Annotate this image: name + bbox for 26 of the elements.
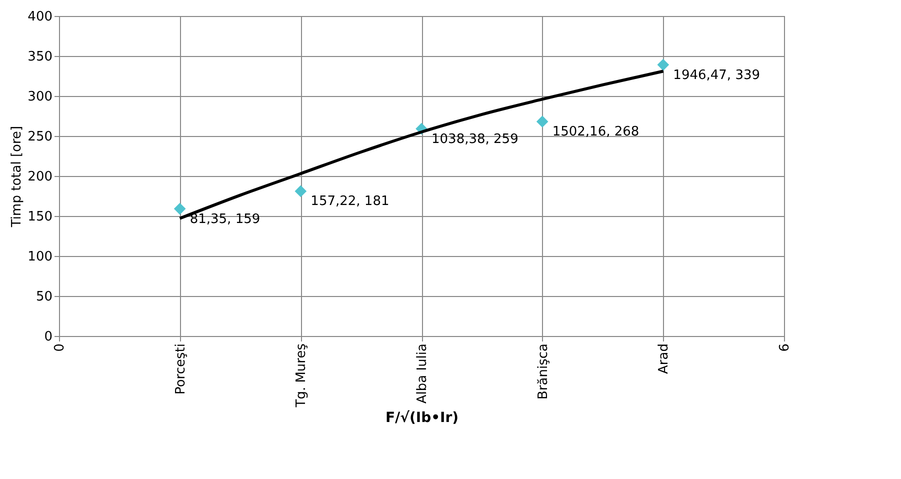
data-label: 1038,38, 259 bbox=[432, 132, 518, 147]
point bbox=[536, 116, 548, 128]
x-tick-label: Alba Iulia bbox=[415, 344, 430, 404]
x-tick-label: 0 bbox=[52, 344, 68, 352]
y-tick-label: 50 bbox=[36, 290, 52, 304]
data-label: 81,35, 159 bbox=[190, 212, 260, 227]
y-tick-label: 300 bbox=[28, 90, 52, 104]
point bbox=[294, 185, 307, 198]
x-tick-label: Arad bbox=[656, 344, 672, 374]
data-label: 1946,47, 339 bbox=[673, 68, 760, 83]
y-tick-label: 350 bbox=[28, 50, 52, 64]
point bbox=[174, 202, 186, 215]
y-axis-title: Timp total [ore] bbox=[10, 126, 25, 228]
x-tick-label: Tg. Mureş bbox=[294, 343, 310, 408]
y-tick-label: 250 bbox=[28, 130, 52, 144]
y-tick-label: 200 bbox=[28, 170, 52, 184]
y-tick-label: 400 bbox=[28, 10, 52, 24]
y-tick-label: 100 bbox=[28, 250, 52, 264]
x-tick-label: Porceşti bbox=[173, 344, 188, 395]
x-axis-title: F/√(Ib•Ir) bbox=[385, 410, 459, 426]
x-tick-label: 6 bbox=[778, 344, 792, 352]
data-label: 157,22, 181 bbox=[310, 194, 390, 210]
point bbox=[657, 58, 670, 71]
y-tick-label: 150 bbox=[28, 210, 52, 224]
x-tick-label: Brănişca bbox=[536, 344, 551, 400]
data-label: 1502,16, 268 bbox=[552, 124, 640, 140]
